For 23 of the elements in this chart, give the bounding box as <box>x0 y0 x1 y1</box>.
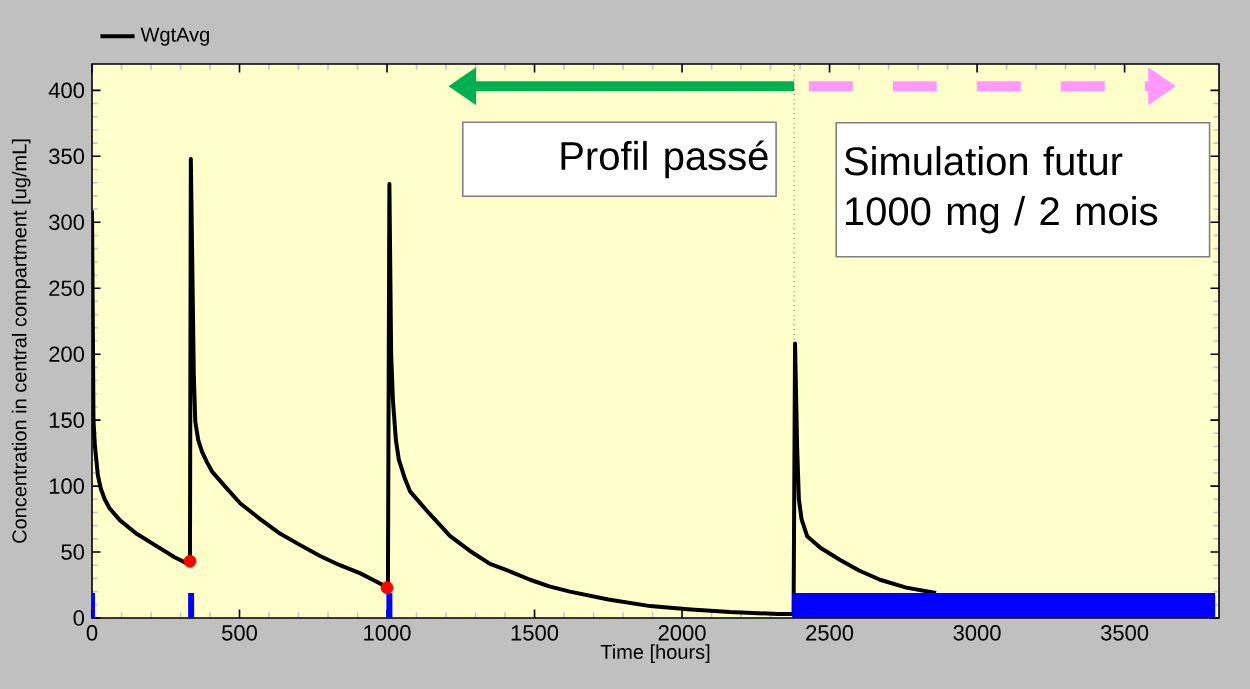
x-tick-label: 2500 <box>806 625 854 641</box>
y-tick-label: 400 <box>48 82 85 99</box>
x-axis-title: Time [hours] <box>600 644 710 663</box>
annotation: Simulation futur <box>844 146 1123 176</box>
y-tick-label: 300 <box>49 214 85 231</box>
annotation: 1000 mg / 2 mois <box>845 196 1158 234</box>
legend-label: WgtAvg <box>140 27 209 46</box>
y-tick-label: 0 <box>73 610 85 626</box>
y-tick-label: 350 <box>49 148 85 165</box>
x-tick-label: 500 <box>222 625 257 641</box>
y-tick-label: 50 <box>61 544 85 560</box>
y-tick-label: 250 <box>49 280 85 297</box>
y-tick-label: 200 <box>49 346 85 362</box>
y-tick-label: 150 <box>49 412 85 428</box>
y-axis-title: Concentration in central compartment [ug/mL] <box>11 139 31 543</box>
x-tick-label: 2000 <box>658 625 706 641</box>
x-tick-label: 3000 <box>953 625 1001 641</box>
y-tick-label: 100 <box>49 478 85 494</box>
x-tick-label: 0 <box>86 625 98 641</box>
x-tick-label: 3500 <box>1100 625 1149 641</box>
x-tick-label: 1500 <box>511 625 559 641</box>
x-tick-label: 1000 <box>364 625 411 641</box>
annotation: Profil passé <box>561 140 768 179</box>
